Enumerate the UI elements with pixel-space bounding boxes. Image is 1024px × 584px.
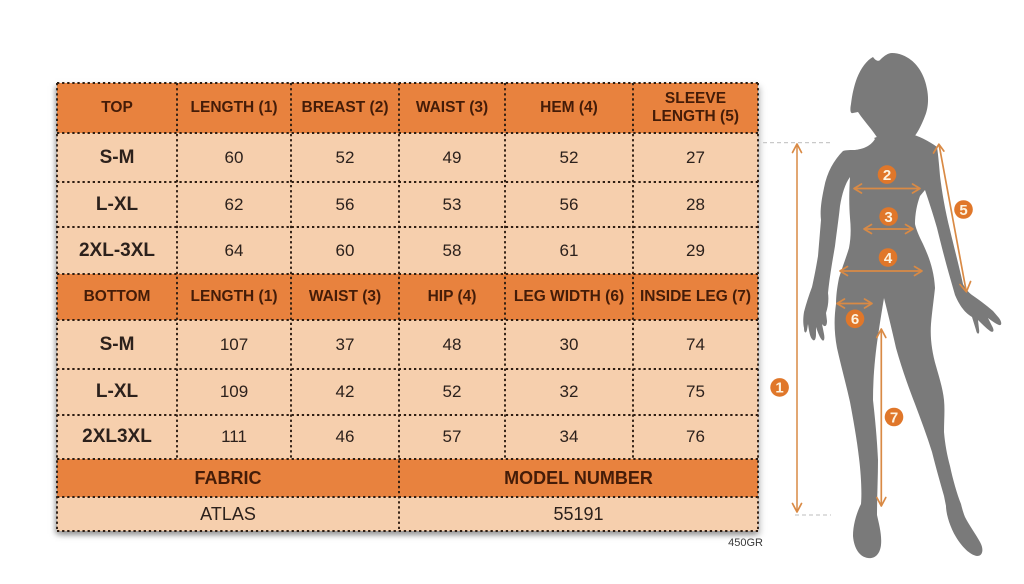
svg-text:7: 7 bbox=[890, 409, 898, 426]
svg-text:4: 4 bbox=[884, 250, 893, 267]
svg-text:6: 6 bbox=[851, 311, 859, 328]
svg-text:2: 2 bbox=[883, 167, 891, 184]
svg-text:1: 1 bbox=[775, 380, 783, 397]
svg-text:5: 5 bbox=[959, 202, 967, 219]
svg-text:3: 3 bbox=[884, 209, 892, 226]
